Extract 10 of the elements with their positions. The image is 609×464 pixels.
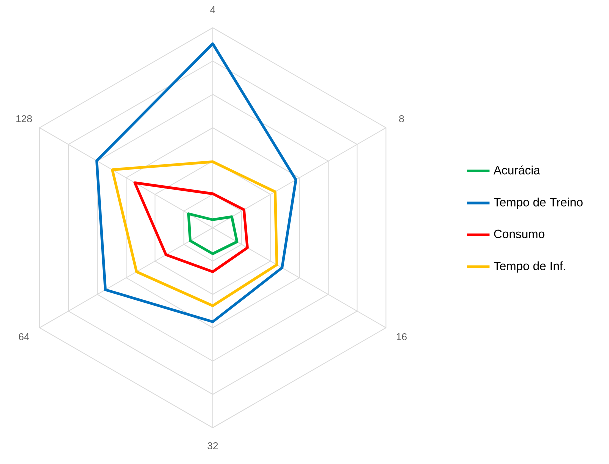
spoke-label: 8 <box>399 115 404 123</box>
legend-label: Tempo de Inf. <box>494 262 566 273</box>
spoke-label: 4 <box>210 6 216 14</box>
spoke-label: 64 <box>19 333 30 341</box>
legend-label: Consumo <box>494 230 545 238</box>
spoke-label: 128 <box>16 115 32 123</box>
legend-label: Acurácia <box>494 166 540 175</box>
spoke-label: 16 <box>397 333 407 341</box>
legend-label: Tempo de Treino <box>494 198 583 210</box>
spoke-label: 32 <box>208 442 218 450</box>
